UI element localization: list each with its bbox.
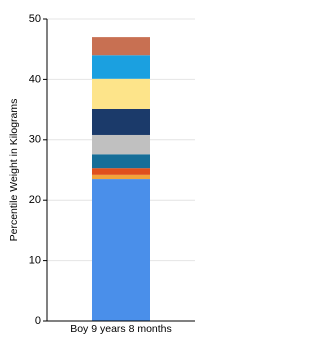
bar-segment <box>92 179 150 321</box>
bar-segment <box>92 154 150 169</box>
bar-segment <box>92 37 150 56</box>
bar-segment <box>92 168 150 175</box>
chart: Percentile Weight in Kilograms 0 10 20 30 40… <box>8 13 195 335</box>
y-tick-label: 20 <box>29 194 41 206</box>
bar-segment <box>92 174 150 180</box>
y-tick-label: 10 <box>29 255 41 267</box>
bar-segment <box>92 134 150 155</box>
y-axis-label: Percentile Weight in Kilograms <box>8 99 20 242</box>
bar-segment <box>92 78 150 109</box>
y-tick-label: 0 <box>35 315 41 327</box>
y-tick-label: 40 <box>29 73 41 85</box>
bar-segment <box>92 55 150 79</box>
x-tick-label: Boy 9 years 8 months <box>70 323 172 335</box>
y-tick-label: 30 <box>29 134 41 146</box>
y-tick-label: 50 <box>29 13 41 25</box>
bar-segment <box>92 108 150 135</box>
